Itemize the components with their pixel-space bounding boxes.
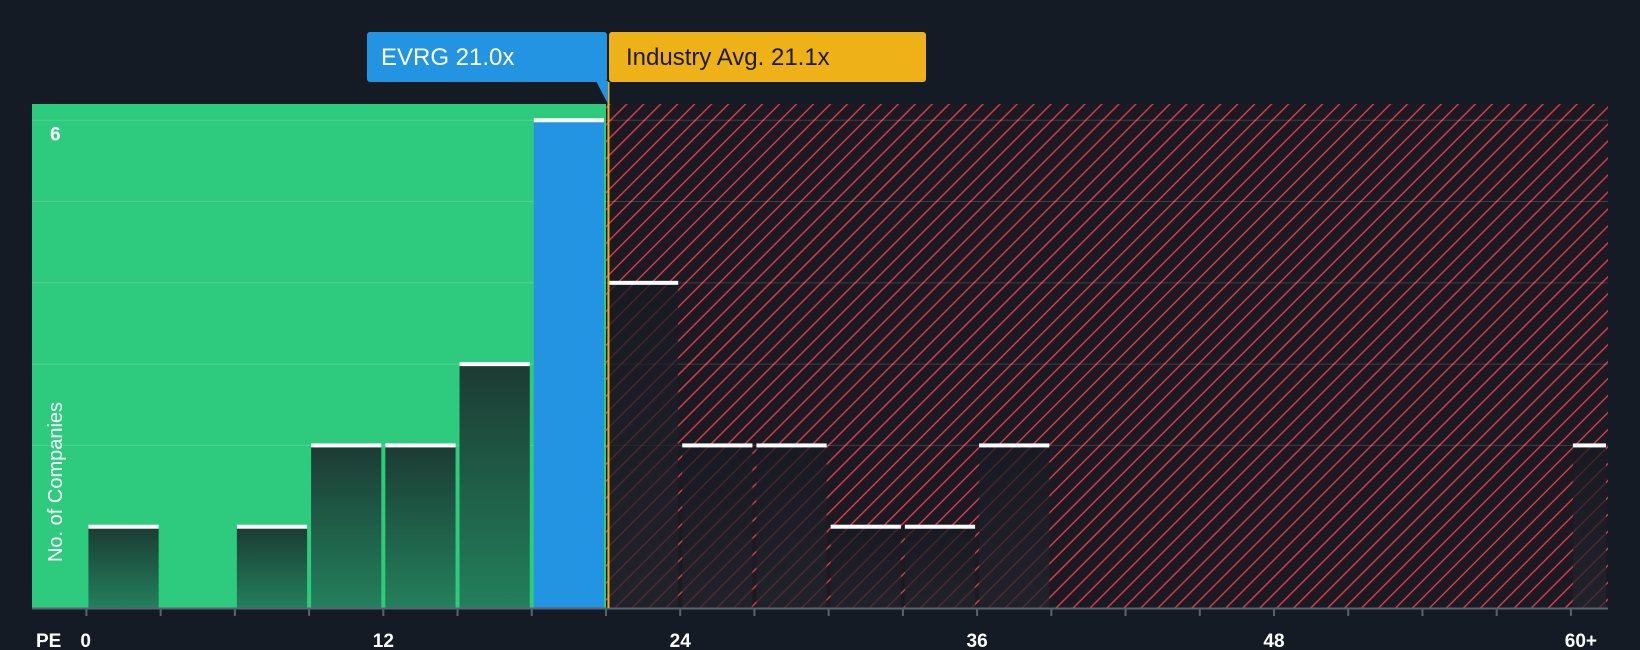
histogram-bar	[385, 445, 456, 608]
bar-cap	[979, 443, 1050, 448]
bar-cap	[533, 118, 604, 123]
x-tick-label: 36	[967, 631, 988, 650]
y-axis-label: No. of Companies	[45, 402, 67, 562]
histogram-bar	[904, 526, 976, 608]
histogram-bar	[607, 282, 679, 608]
company-pointer	[595, 81, 608, 104]
x-tick-label: 48	[1263, 631, 1284, 650]
bar-cap	[756, 443, 827, 448]
histogram-bar	[533, 120, 604, 609]
bar-cap	[830, 524, 901, 529]
histogram-bar	[236, 526, 308, 608]
bar-cap	[311, 443, 382, 448]
industry-callout: Industry Avg. 21.1x	[609, 32, 926, 82]
x-tick-label: 60+	[1565, 631, 1597, 650]
x-tick-label: 12	[373, 631, 394, 650]
industry-label-box	[609, 32, 926, 82]
company-label-box	[367, 32, 607, 82]
bar-cap	[607, 280, 679, 285]
x-tick-label: 0	[80, 631, 91, 650]
y-tick-label: 6	[50, 124, 61, 145]
bar-cap	[682, 443, 753, 448]
bar-cap	[1572, 443, 1606, 448]
x-tick-label: 24	[670, 631, 692, 650]
histogram-bar	[1572, 445, 1606, 608]
bar-cap	[236, 524, 308, 529]
histogram-bar	[830, 526, 901, 608]
overvalued-zone	[605, 104, 1608, 608]
industry-avg-label: Industry Avg. 21.1x	[626, 44, 830, 71]
histogram-bar	[311, 445, 382, 608]
bar-cap	[88, 524, 159, 529]
bar-cap	[385, 443, 456, 448]
histogram-bars	[88, 118, 1606, 609]
x-axis-label: PE	[36, 631, 61, 650]
histogram-bar	[459, 364, 530, 608]
x-axis: 0 12 24 36 48 60+	[32, 607, 1608, 650]
histogram-bar	[756, 445, 827, 608]
histogram-bar	[979, 445, 1050, 608]
bar-cap	[904, 524, 976, 529]
histogram-bar	[682, 445, 753, 608]
bar-cap	[459, 362, 530, 367]
gridlines	[32, 119, 1608, 446]
company-callout: EVRG 21.0x	[367, 32, 608, 104]
company-pe-label: EVRG 21.0x	[381, 44, 514, 71]
histogram-bar	[88, 526, 159, 608]
